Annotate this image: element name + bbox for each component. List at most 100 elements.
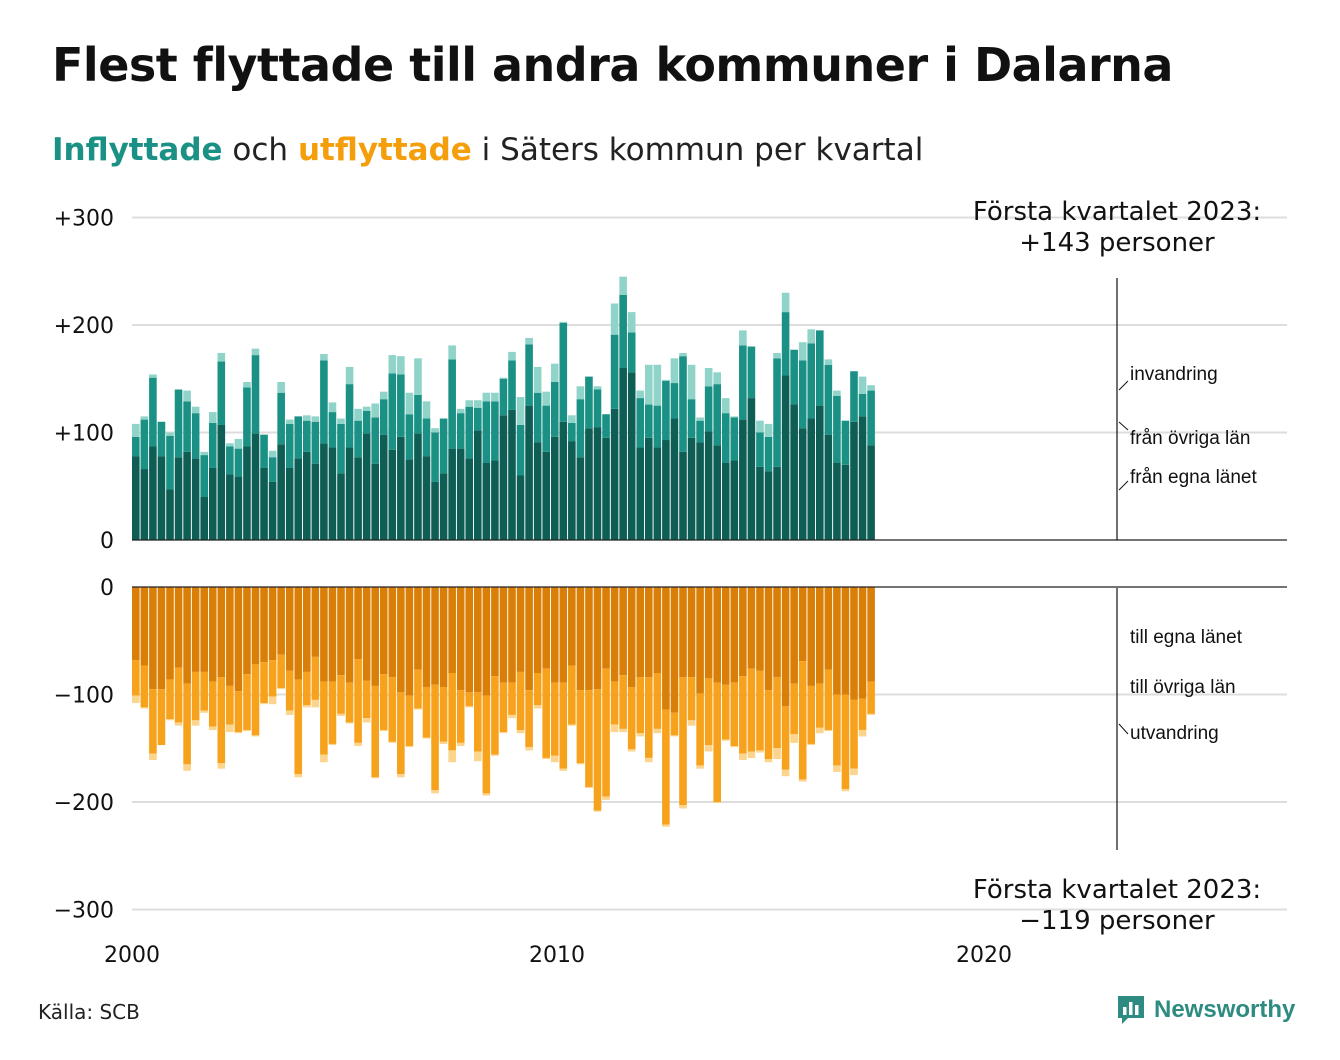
annotation-bottom-line1: Första kvartalet 2023: xyxy=(973,875,1261,905)
bar-in-other xyxy=(422,418,431,457)
bar-in-immigration xyxy=(807,329,816,344)
bar-in-own xyxy=(345,447,354,540)
bar-in-own xyxy=(508,409,516,540)
bar-in-other xyxy=(456,413,465,449)
bar-out-other xyxy=(251,664,260,736)
bar-in-own xyxy=(251,433,260,540)
bar-out-other xyxy=(602,668,610,797)
chart-gridlines xyxy=(132,216,1287,911)
bar-out-own xyxy=(816,587,824,684)
bar-out-own xyxy=(166,587,174,680)
label-pointer-own-county xyxy=(1118,480,1129,491)
y-tick-plus200: +200 xyxy=(54,314,114,339)
bar-in-other xyxy=(781,312,790,376)
bar-out-own xyxy=(251,587,260,665)
bar-in-other xyxy=(397,374,405,437)
y-tick-minus200: −200 xyxy=(54,791,114,816)
bar-out-other xyxy=(157,689,166,746)
bar-out-emigration xyxy=(790,734,798,743)
bar-out-emigration xyxy=(337,713,345,716)
bar-in-other xyxy=(174,389,183,458)
bar-in-own xyxy=(713,445,721,540)
bar-in-own xyxy=(226,474,234,540)
bar-out-own xyxy=(704,587,713,679)
bar-in-own xyxy=(431,481,439,540)
bar-in-own xyxy=(798,428,807,540)
bar-in-other xyxy=(294,416,303,459)
bar-in-other xyxy=(166,435,174,490)
bar-out-emigration xyxy=(217,763,226,769)
bar-in-own xyxy=(816,405,824,540)
bar-out-own xyxy=(422,587,431,687)
bar-out-other xyxy=(482,695,491,794)
bar-in-other xyxy=(645,404,653,438)
bar-in-other xyxy=(670,383,679,419)
bar-out-other xyxy=(550,682,559,756)
bar-out-own xyxy=(379,587,388,675)
bar-out-emigration xyxy=(431,790,439,794)
bar-out-own xyxy=(525,587,533,691)
bar-out-own xyxy=(345,587,354,683)
bar-in-other xyxy=(550,381,559,437)
bar-in-immigration xyxy=(610,303,619,335)
bar-in-immigration xyxy=(397,356,405,375)
bar-out-emigration xyxy=(149,753,157,761)
y-tick-plus300: +300 xyxy=(54,207,114,232)
bar-in-immigration xyxy=(414,358,422,395)
bar-in-own xyxy=(619,368,627,540)
bar-out-emigration xyxy=(414,708,422,710)
bar-in-own xyxy=(422,456,431,540)
bar-out-other xyxy=(260,662,268,704)
bar-in-own xyxy=(234,476,243,540)
bar-in-other xyxy=(208,422,217,468)
bar-in-immigration xyxy=(525,337,533,345)
bar-in-other xyxy=(140,419,149,470)
bar-in-own xyxy=(824,434,833,540)
bar-out-emigration xyxy=(619,728,627,733)
bar-out-emigration xyxy=(593,810,602,812)
bar-in-immigration xyxy=(422,401,431,419)
bar-in-immigration xyxy=(508,351,516,361)
bar-out-other xyxy=(850,699,858,769)
bar-out-other xyxy=(491,676,499,755)
bar-out-own xyxy=(516,587,525,672)
bar-out-other xyxy=(303,671,311,706)
bar-in-other xyxy=(730,417,739,461)
bar-in-own xyxy=(533,442,542,540)
bar-out-own xyxy=(850,587,858,700)
bar-in-immigration xyxy=(277,381,285,393)
bar-out-emigration xyxy=(636,733,645,737)
bar-in-own xyxy=(593,427,602,540)
bar-out-other xyxy=(542,668,550,758)
subtitle-rest: i Säters kommun per kvartal xyxy=(481,132,924,168)
bar-in-immigration xyxy=(721,398,730,414)
bar-in-other xyxy=(807,343,816,419)
bar-in-own xyxy=(867,445,875,540)
bar-in-own xyxy=(405,459,414,540)
bar-in-immigration xyxy=(371,403,379,418)
bar-out-other xyxy=(807,685,816,744)
bar-out-own xyxy=(781,587,790,707)
bar-in-immigration xyxy=(739,330,747,346)
x-tick-2020: 2020 xyxy=(956,943,1012,968)
bar-in-other xyxy=(303,420,311,452)
bar-out-other xyxy=(337,675,345,714)
bar-out-own xyxy=(636,587,645,678)
bar-out-other xyxy=(328,681,337,744)
bar-in-other xyxy=(311,421,320,464)
bar-in-other xyxy=(696,420,704,443)
brand-logo[interactable]: Newsworthy xyxy=(1116,994,1295,1026)
bar-in-other xyxy=(226,446,234,475)
bar-out-emigration xyxy=(465,706,474,708)
bar-out-other xyxy=(841,694,850,790)
bar-in-own xyxy=(132,456,140,540)
source-note: Källa: SCB xyxy=(38,1000,140,1024)
bar-out-emigration xyxy=(388,741,397,743)
bar-out-emigration xyxy=(166,719,174,721)
bar-in-immigration xyxy=(183,390,191,402)
bar-in-own xyxy=(439,473,448,540)
bar-out-other xyxy=(559,682,568,769)
bar-out-own xyxy=(619,587,627,676)
bar-out-emigration xyxy=(132,695,140,704)
